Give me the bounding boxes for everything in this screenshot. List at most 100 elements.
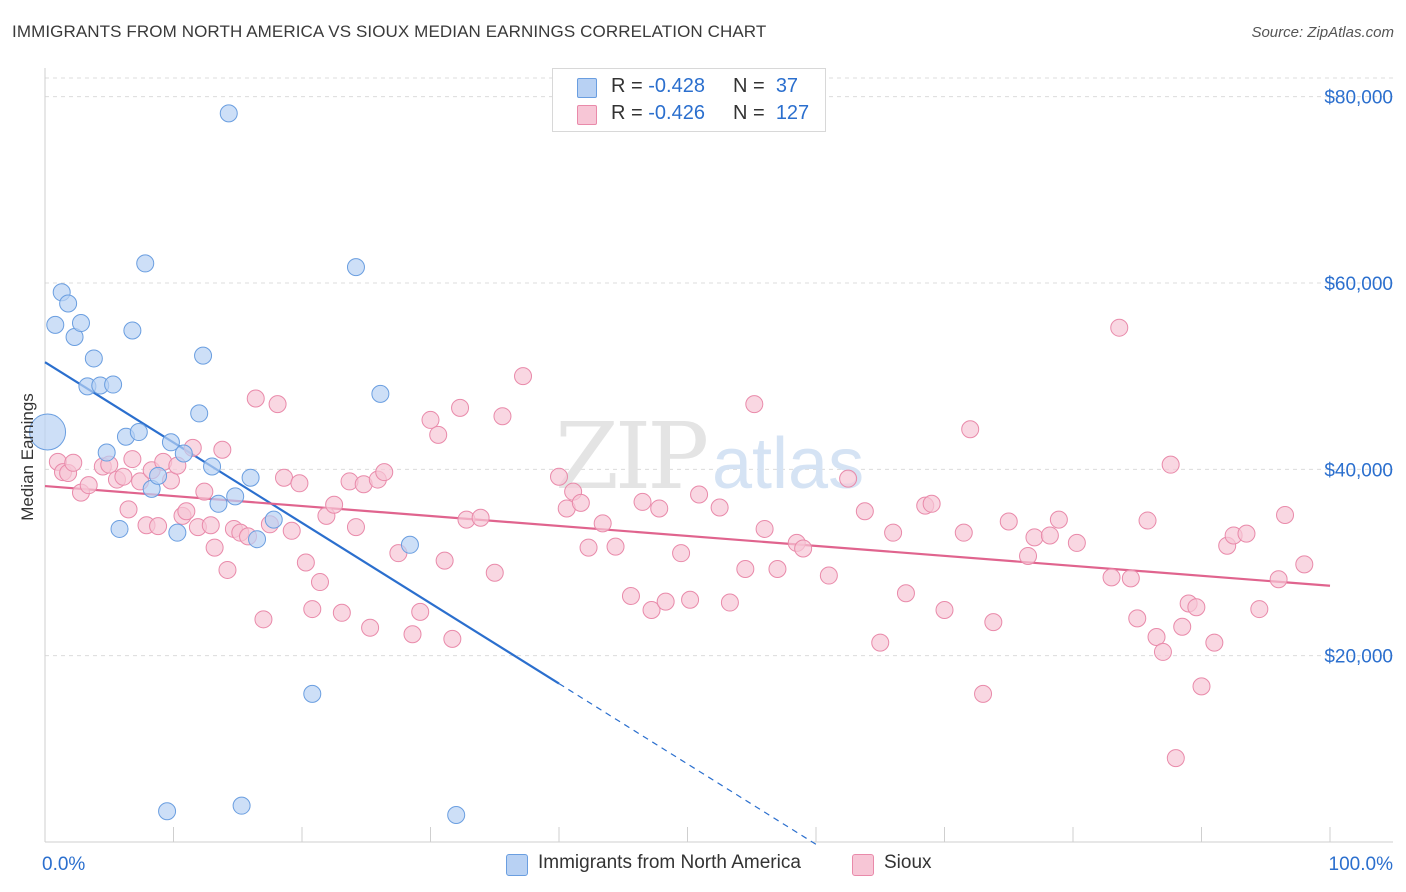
point-sioux xyxy=(794,539,813,558)
point-sioux xyxy=(1166,749,1185,768)
point-sioux xyxy=(123,450,142,469)
point-north-america xyxy=(226,487,245,506)
point-north-america xyxy=(123,321,142,340)
point-sioux xyxy=(922,494,941,513)
point-sioux xyxy=(1237,524,1256,543)
bottom-legend-swatch-pink xyxy=(852,854,874,876)
point-sioux xyxy=(1276,505,1295,524)
y-tick-label: $80,000 xyxy=(1324,88,1393,109)
point-sioux xyxy=(1110,318,1129,337)
chart-title: IMMIGRANTS FROM NORTH AMERICA VS SIOUX M… xyxy=(12,22,767,41)
point-sioux xyxy=(1128,609,1147,628)
legend-r-value: -0.426 xyxy=(648,102,705,124)
y-tick-label: $20,000 xyxy=(1324,647,1393,668)
x-tick-label: 100.0% xyxy=(1329,854,1394,875)
point-sioux xyxy=(1153,642,1172,661)
point-sioux xyxy=(361,618,380,637)
point-north-america xyxy=(149,466,168,485)
point-sioux xyxy=(485,563,504,582)
point-sioux xyxy=(984,613,1003,632)
point-sioux xyxy=(1192,677,1211,696)
point-sioux xyxy=(1040,526,1059,545)
point-sioux xyxy=(579,538,598,557)
point-sioux xyxy=(690,485,709,504)
point-sioux xyxy=(443,629,462,648)
point-sioux xyxy=(768,560,787,579)
point-north-america xyxy=(232,796,251,815)
axes xyxy=(44,68,1393,843)
point-sioux xyxy=(218,560,237,579)
point-sioux xyxy=(149,517,168,536)
legend-r-label: R = xyxy=(611,102,649,124)
point-sioux xyxy=(195,482,214,501)
point-sioux xyxy=(493,407,512,426)
legend-swatch-pink xyxy=(577,105,597,125)
point-sioux xyxy=(681,590,700,609)
point-north-america xyxy=(248,530,267,549)
point-sioux xyxy=(79,476,98,495)
point-sioux xyxy=(839,469,858,488)
point-sioux xyxy=(268,395,287,414)
point-sioux xyxy=(871,633,890,652)
x-tick-label: 0.0% xyxy=(42,854,85,875)
point-sioux xyxy=(935,601,954,620)
legend-r-value: -0.428 xyxy=(648,75,705,97)
watermark-atlas: atlas xyxy=(712,424,864,504)
point-sioux xyxy=(633,492,652,511)
point-sioux xyxy=(411,602,430,621)
point-sioux xyxy=(1269,570,1288,589)
point-sioux xyxy=(621,587,640,606)
point-north-america xyxy=(136,254,155,273)
point-sioux xyxy=(119,500,138,519)
point-sioux xyxy=(855,502,874,521)
point-sioux xyxy=(1121,569,1140,588)
point-north-america xyxy=(264,510,283,529)
point-sioux xyxy=(275,468,294,487)
y-tick-label: $40,000 xyxy=(1324,460,1393,481)
point-sioux xyxy=(656,592,675,611)
point-sioux xyxy=(310,573,329,592)
point-sioux xyxy=(332,603,351,622)
point-sioux xyxy=(303,600,322,619)
point-sioux xyxy=(606,537,625,556)
legend-r-label: R = xyxy=(611,75,649,97)
y-axis-label: Median Earnings xyxy=(18,393,37,521)
point-sioux xyxy=(672,544,691,563)
point-sioux xyxy=(246,389,265,408)
point-north-america xyxy=(59,294,78,313)
point-north-america xyxy=(219,104,238,123)
point-sioux xyxy=(974,684,993,703)
data-points xyxy=(29,104,1314,824)
point-north-america xyxy=(84,349,103,368)
point-sioux xyxy=(254,610,273,629)
point-sioux xyxy=(205,538,224,557)
point-sioux xyxy=(1019,546,1038,565)
point-north-america xyxy=(241,468,260,487)
point-north-america xyxy=(46,315,65,334)
trend-line-north-america-extension xyxy=(558,683,817,845)
point-north-america xyxy=(371,384,390,403)
point-sioux xyxy=(403,625,422,644)
point-sioux xyxy=(114,467,133,486)
point-sioux xyxy=(710,498,729,517)
point-north-america xyxy=(161,433,180,452)
point-sioux xyxy=(346,518,365,537)
point-sioux xyxy=(471,508,490,527)
point-sioux xyxy=(593,514,612,533)
point-sioux xyxy=(642,601,661,620)
point-sioux xyxy=(451,398,470,417)
point-north-america xyxy=(97,443,116,462)
y-tick-label: $60,000 xyxy=(1324,274,1393,295)
point-north-america xyxy=(346,258,365,277)
point-north-america xyxy=(129,423,148,442)
point-sioux xyxy=(421,410,440,429)
point-sioux xyxy=(375,463,394,482)
point-sioux xyxy=(650,499,669,518)
point-sioux xyxy=(1138,511,1157,530)
trend-lines xyxy=(44,361,1331,845)
point-sioux xyxy=(954,523,973,542)
point-sioux xyxy=(514,367,533,386)
point-sioux xyxy=(1025,528,1044,547)
point-sioux xyxy=(896,584,915,603)
point-sioux xyxy=(1295,555,1314,574)
